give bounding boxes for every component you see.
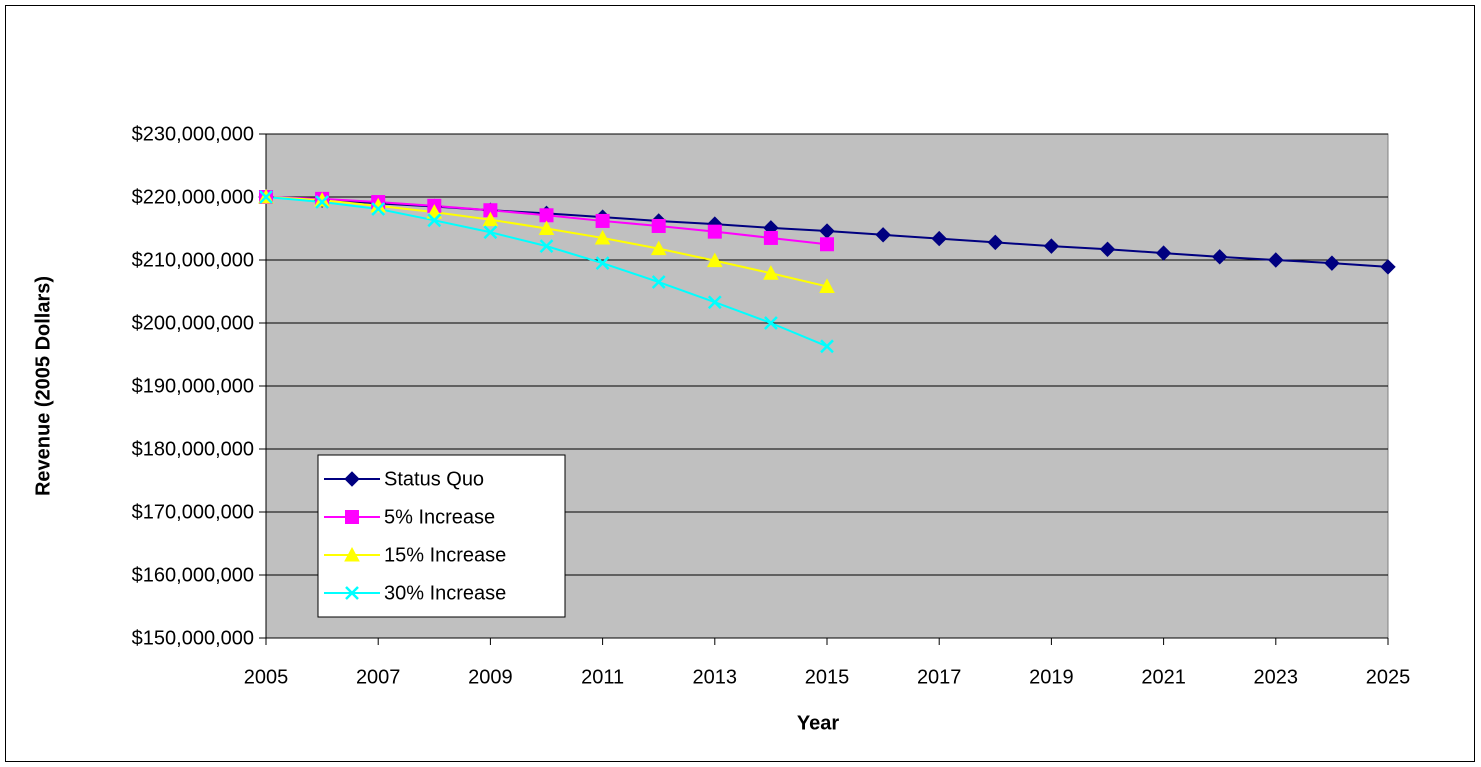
marker <box>651 275 666 289</box>
marker <box>259 190 273 204</box>
marker <box>707 295 722 310</box>
marker <box>763 265 779 280</box>
marker <box>539 239 554 254</box>
marker <box>820 339 834 354</box>
marker <box>706 252 723 268</box>
y-tick-label: $230,000,000 <box>132 123 254 145</box>
marker <box>764 316 778 330</box>
marker <box>651 218 666 233</box>
marker <box>595 213 610 228</box>
marker <box>426 204 443 219</box>
legend-label: 15% Increase <box>384 544 506 566</box>
marker <box>1268 252 1284 268</box>
y-tick-label: $190,000,000 <box>132 375 254 397</box>
legend-marker <box>345 586 359 600</box>
marker <box>1155 245 1172 261</box>
x-axis-title: Year <box>797 712 839 734</box>
x-tick-label: 2005 <box>244 666 289 688</box>
marker <box>819 278 835 293</box>
marker <box>427 213 442 228</box>
marker <box>650 240 667 256</box>
x-tick-label: 2019 <box>1029 666 1074 688</box>
y-tick-label: $160,000,000 <box>132 564 254 586</box>
marker <box>875 227 891 243</box>
y-tick-label: $180,000,000 <box>132 438 254 460</box>
marker <box>482 211 499 227</box>
x-tick-label: 2025 <box>1366 666 1411 688</box>
marker <box>1043 238 1060 254</box>
x-tick-label: 2017 <box>917 666 962 688</box>
y-axis-title: Revenue (2005 Dollars) <box>32 276 54 496</box>
marker <box>931 230 947 247</box>
x-tick-label: 2023 <box>1254 666 1299 688</box>
legend-label: Status Quo <box>384 468 484 490</box>
marker <box>1380 259 1396 275</box>
marker <box>538 220 555 235</box>
marker <box>595 256 610 271</box>
marker <box>1324 255 1340 271</box>
marker <box>483 225 498 240</box>
legend-label: 30% Increase <box>384 582 506 604</box>
x-tick-label: 2011 <box>581 666 624 688</box>
marker <box>539 208 554 223</box>
legend-marker <box>344 471 360 487</box>
marker <box>315 195 329 209</box>
y-tick-label: $150,000,000 <box>132 627 254 649</box>
marker <box>1211 249 1228 265</box>
legend <box>317 454 566 618</box>
marker <box>763 230 778 245</box>
x-tick-label: 2021 <box>1141 666 1186 688</box>
x-tick-label: 2007 <box>356 666 401 688</box>
x-tick-label: 2015 <box>805 666 850 688</box>
marker <box>1099 241 1116 257</box>
legend-label: 5% Increase <box>384 506 495 528</box>
y-tick-label: $210,000,000 <box>132 249 254 271</box>
x-tick-label: 2013 <box>693 666 738 688</box>
x-tick-label: 2009 <box>468 666 513 688</box>
marker <box>820 237 834 252</box>
y-tick-label: $200,000,000 <box>132 312 254 334</box>
legend-marker <box>344 546 360 562</box>
marker <box>371 202 386 216</box>
legend-marker <box>345 510 359 524</box>
marker <box>594 229 611 245</box>
marker <box>987 234 1004 251</box>
y-tick-label: $170,000,000 <box>132 501 254 523</box>
marker <box>707 224 722 239</box>
y-tick-label: $220,000,000 <box>132 186 254 208</box>
